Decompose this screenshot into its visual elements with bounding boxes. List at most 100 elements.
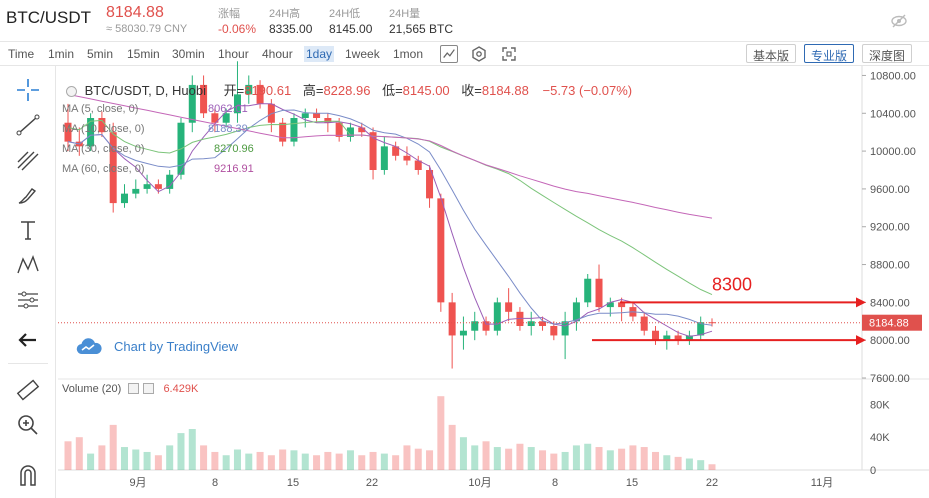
volume-bar — [267, 455, 275, 470]
volume-bar — [358, 455, 366, 470]
candle-body — [279, 122, 287, 142]
current-price-tag — [862, 314, 922, 331]
volume-bar — [448, 424, 456, 470]
candle-body — [200, 84, 208, 114]
text-tool-icon[interactable] — [14, 216, 42, 244]
volume-bar — [211, 451, 219, 470]
tf-1mon[interactable]: 1mon — [393, 47, 424, 61]
tf-1hour[interactable]: 1hour — [218, 47, 249, 61]
volume-bar — [606, 450, 614, 470]
price-tick-label: 9200.00 — [870, 222, 910, 234]
brush-icon[interactable] — [14, 181, 42, 209]
ma10-value: 8188.39 — [208, 123, 248, 135]
view-depth-button[interactable]: 深度图 — [862, 44, 913, 63]
price-tick-label: 8000.00 — [870, 335, 910, 347]
prediction-icon[interactable] — [14, 286, 42, 314]
volume-bar — [313, 455, 321, 470]
chart-style-icon[interactable] — [440, 45, 458, 63]
volume-bar — [482, 441, 490, 470]
volume-bar — [245, 453, 253, 470]
candle-body — [154, 184, 162, 189]
volume-bar — [505, 448, 513, 470]
crosshair-icon[interactable] — [14, 76, 42, 104]
candle-body — [550, 326, 558, 336]
time-tick-label: 8 — [212, 477, 218, 489]
candle-body — [233, 94, 241, 114]
stat-value-high: 8335.00 — [269, 22, 313, 36]
price-tick-label: 9600.00 — [870, 184, 910, 196]
volume-bar — [392, 455, 400, 470]
candle-body — [584, 278, 592, 303]
tf-15min[interactable]: 15min — [127, 47, 160, 61]
volume-bar — [109, 424, 117, 470]
pair-title: BTC/USDT — [6, 8, 91, 27]
close-label: 收= — [461, 83, 482, 98]
pitchfork-icon[interactable] — [14, 146, 42, 174]
volume-bar — [459, 437, 467, 470]
volume-bar — [550, 453, 558, 470]
candle-body — [392, 146, 400, 156]
candle-body — [493, 302, 501, 331]
tf-5min[interactable]: 5min — [87, 47, 114, 61]
time-tick-label: 15 — [626, 477, 638, 489]
tf-1week[interactable]: 1week — [345, 47, 380, 61]
candle-body — [674, 335, 682, 341]
high-value: 8228.96 — [323, 83, 371, 98]
volume-bar — [222, 455, 230, 470]
magnet-icon[interactable] — [14, 461, 42, 489]
ruler-icon[interactable] — [14, 376, 42, 404]
price-tick-label: 8400.00 — [870, 297, 910, 309]
volume-bar — [426, 450, 434, 470]
candle-body — [652, 330, 660, 341]
fullscreen-icon[interactable] — [500, 45, 518, 63]
volume-bar — [652, 451, 660, 470]
time-tick-label: 8 — [552, 477, 558, 489]
trend-line-icon[interactable] — [14, 111, 42, 139]
collapse-icon[interactable] — [66, 86, 77, 97]
volume-bar — [663, 455, 671, 470]
volume-bar — [380, 453, 388, 470]
volume-bar — [584, 443, 592, 470]
volume-close-icon[interactable] — [143, 383, 155, 394]
candle-body — [482, 321, 490, 331]
volume-bar — [640, 447, 648, 470]
settings-hex-icon[interactable] — [470, 45, 488, 63]
candle-body — [211, 113, 219, 123]
candle-body — [414, 160, 422, 170]
view-basic-button[interactable]: 基本版 — [746, 44, 797, 63]
candle-body — [166, 174, 174, 189]
volume-bar — [346, 450, 354, 470]
low-value: 8145.00 — [402, 83, 450, 98]
candle-body — [527, 321, 535, 326]
volume-settings-icon[interactable] — [128, 383, 140, 394]
ma30-value: 8270.96 — [214, 143, 254, 155]
candle-body — [618, 302, 626, 308]
candle-body — [595, 278, 603, 308]
volume-bar — [335, 453, 343, 470]
change-value: −5.73 (−0.07%) — [542, 83, 633, 98]
stat-label-volume: 24H量 — [389, 8, 421, 20]
candle-body — [640, 316, 648, 331]
volume-bar — [708, 464, 716, 470]
tf-1min[interactable]: 1min — [48, 47, 75, 61]
volume-bar — [403, 445, 411, 470]
tf-4hour[interactable]: 4hour — [262, 47, 293, 61]
volume-bar — [685, 458, 693, 470]
pattern-icon[interactable] — [14, 251, 42, 279]
view-pro-button[interactable]: 专业版 — [804, 44, 855, 63]
ma60-value: 9216.91 — [214, 163, 254, 175]
arrow-left-icon[interactable] — [14, 326, 42, 354]
tf-30min[interactable]: 30min — [172, 47, 205, 61]
candle-body — [324, 118, 332, 123]
current-price-label: 8184.88 — [869, 318, 909, 330]
tf-time[interactable]: Time — [8, 47, 35, 61]
zoom-in-icon[interactable] — [14, 411, 42, 439]
tf-1day[interactable]: 1day — [304, 46, 335, 62]
stat-label-change: 涨幅 — [218, 8, 240, 20]
volume-bar — [539, 450, 547, 470]
candle-body — [109, 132, 117, 204]
volume-bar — [437, 396, 445, 470]
hide-eye-icon[interactable] — [890, 12, 908, 30]
tradingview-branding[interactable]: Chart by TradingView — [72, 332, 252, 362]
